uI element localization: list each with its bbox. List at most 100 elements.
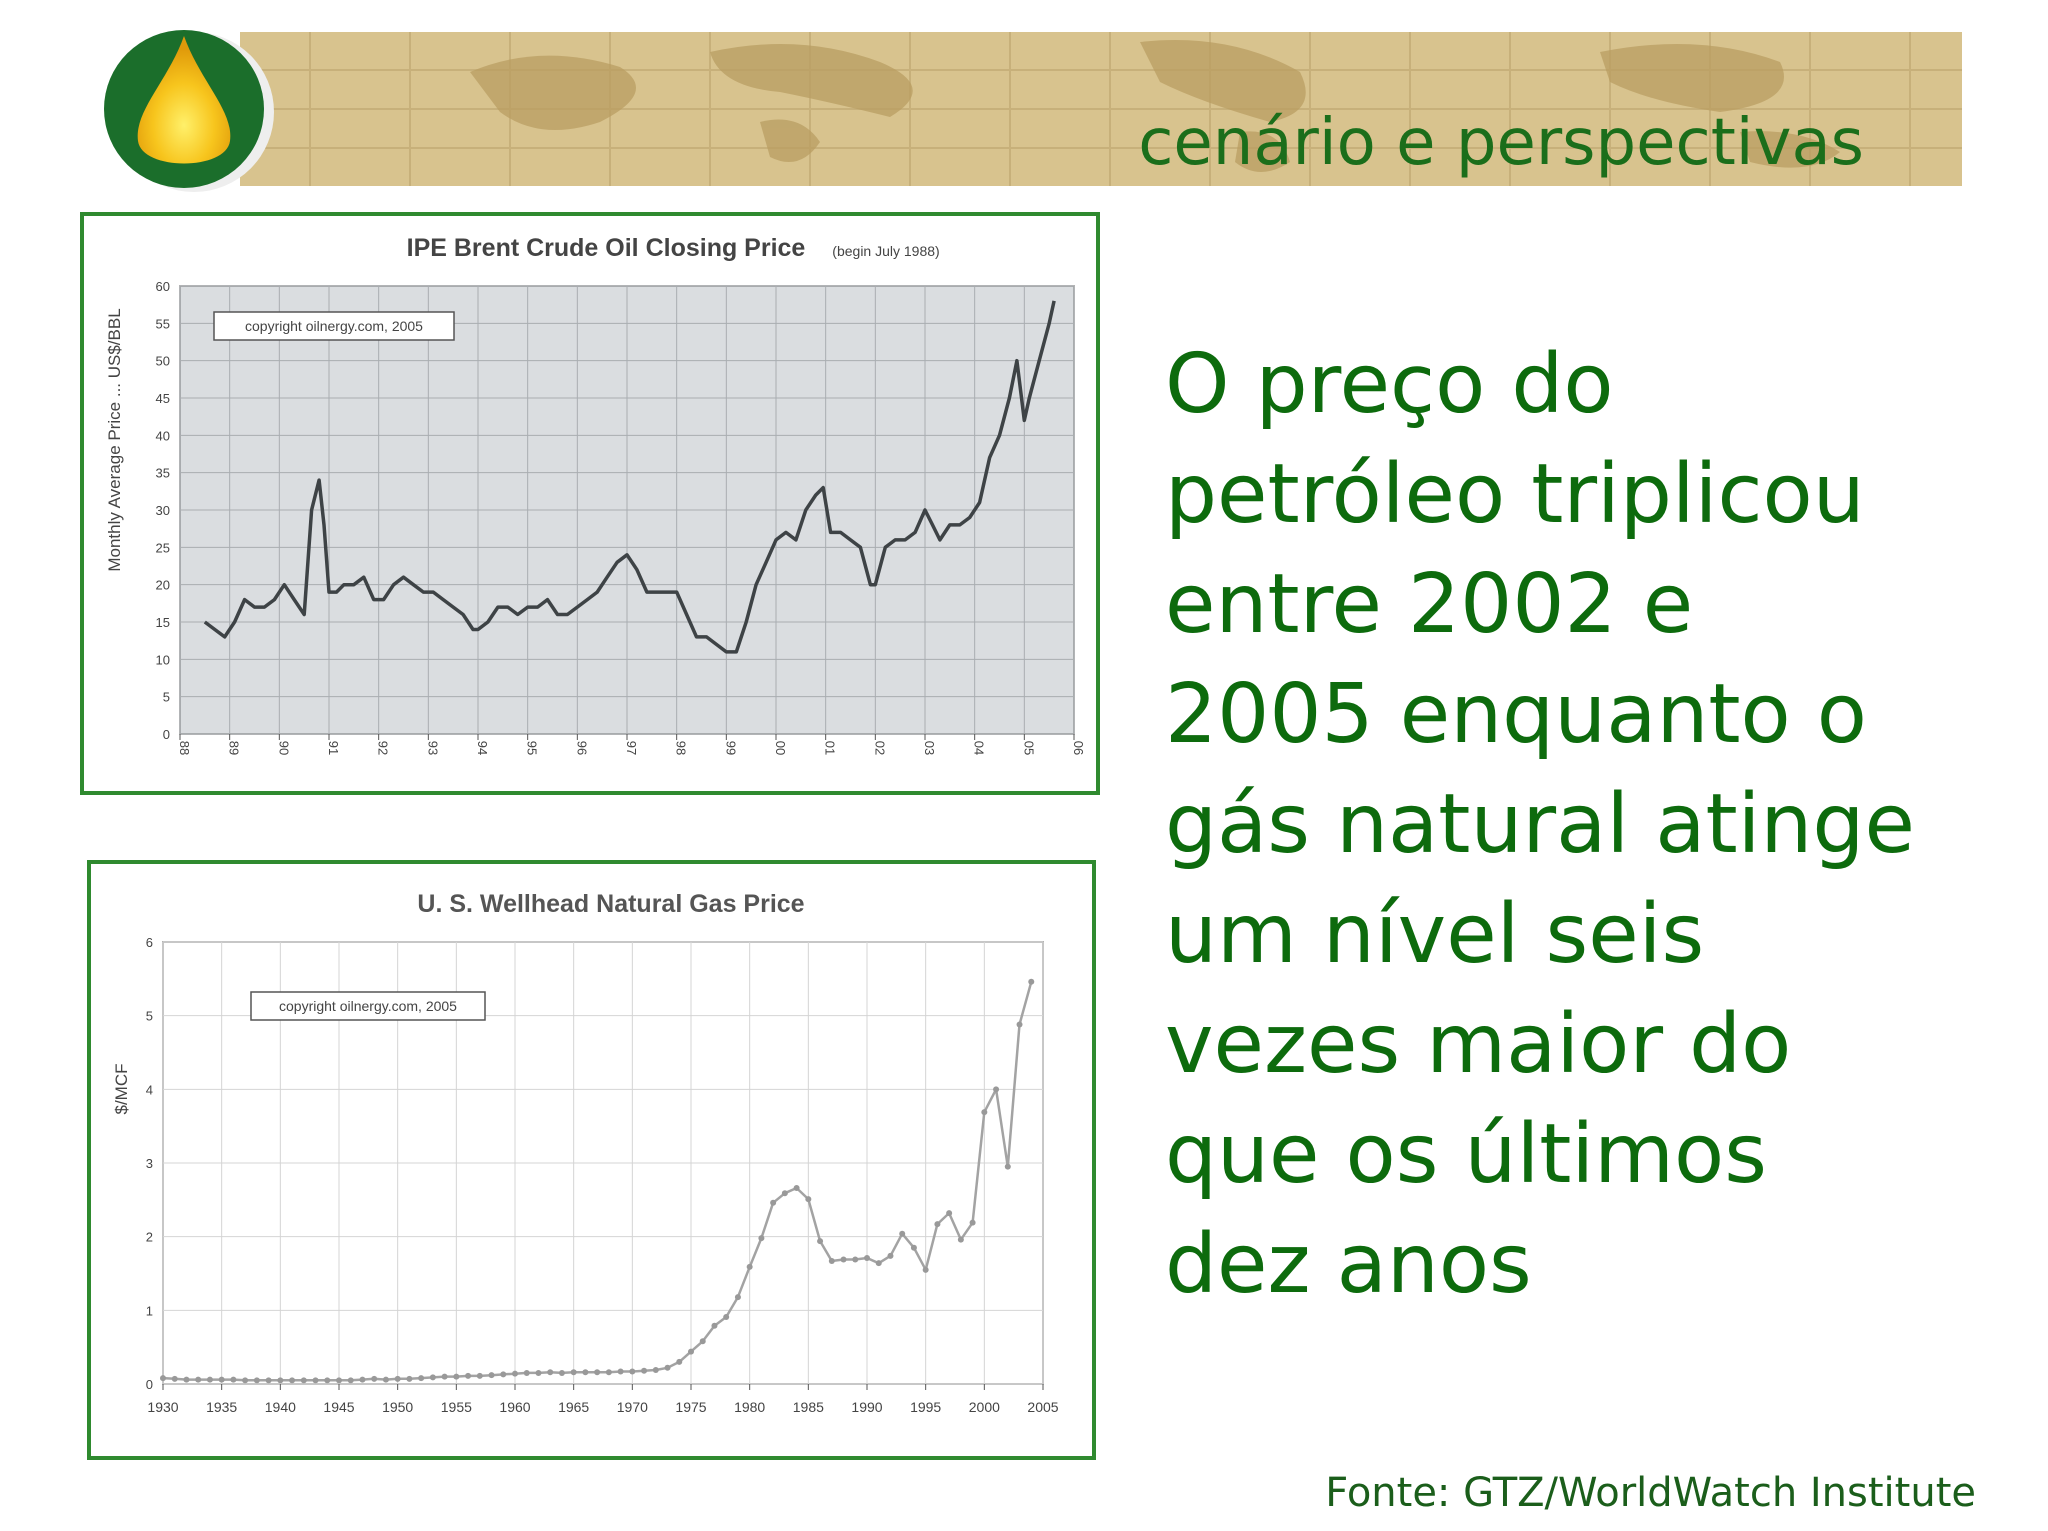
x-tick-label: 1980 [734,1399,765,1415]
x-tick-label: 94 [475,741,490,755]
data-point [300,1377,307,1384]
x-tick-label: 95 [525,741,540,755]
data-point [887,1252,894,1259]
chart-title: U. S. Wellhead Natural Gas Price [417,890,804,918]
data-point [382,1376,389,1383]
data-point [981,1109,988,1116]
y-tick-label: 5 [146,1009,153,1024]
x-tick-label: 2000 [969,1399,1000,1415]
y-axis-label: $/MCF [112,1064,131,1115]
data-point [664,1364,671,1371]
natural-gas-price-chart: U. S. Wellhead Natural Gas Price $/MCF 0… [87,860,1096,1460]
x-tick-label: 00 [773,741,788,755]
x-tick-label: 1935 [206,1399,237,1415]
y-tick-label: 45 [156,391,170,406]
section-subtitle: cenário e perspectivas [1138,106,1864,180]
data-point [406,1375,413,1382]
data-point [195,1376,202,1383]
data-point [512,1370,518,1377]
x-tick-label: 1930 [147,1399,178,1415]
y-tick-label: 6 [146,935,153,950]
copyright-annotation: copyright oilnergy.com, 2005 [250,991,486,1021]
data-point [864,1255,870,1262]
data-point [1004,1163,1011,1170]
y-tick-label: 2 [146,1230,153,1245]
data-point [910,1244,917,1251]
data-point [723,1313,730,1320]
data-point [993,1086,1000,1093]
data-point [828,1257,835,1264]
chart-title: IPE Brent Crude Oil Closing Price [407,234,806,262]
y-tick-label: 0 [163,727,170,742]
x-tick-label: 1950 [382,1399,413,1415]
data-point [265,1377,272,1384]
y-tick-label: 35 [156,466,170,481]
data-point [347,1377,354,1384]
x-tick-label: 06 [1071,741,1086,755]
annotation-text: copyright oilnergy.com, 2005 [279,998,457,1014]
data-point [746,1263,753,1270]
world-map-pattern [240,32,1962,186]
data-point [570,1369,577,1376]
data-point [734,1294,741,1301]
data-point [441,1373,448,1380]
x-tick-label: 1965 [558,1399,589,1415]
data-point [957,1236,964,1243]
data-point [922,1266,929,1273]
data-point [1028,978,1035,985]
y-tick-label: 15 [156,615,170,630]
y-tick-label: 55 [156,316,170,331]
x-tick-label: 1985 [793,1399,824,1415]
y-tick-label: 40 [156,428,170,443]
data-point [969,1219,976,1226]
data-point [676,1358,683,1365]
x-tick-label: 02 [872,741,887,755]
data-point [770,1199,777,1206]
data-point [711,1322,718,1329]
data-point [547,1369,554,1376]
data-point [324,1377,331,1384]
x-tick-label: 03 [922,741,937,755]
data-point [183,1376,190,1383]
annotation-box [250,991,486,1021]
y-tick-label: 25 [156,540,170,555]
header-banner: cenário e perspectivas [240,32,1962,186]
main-statement: O preço do petróleo triplicou entre 2002… [1165,337,1915,1312]
data-point [840,1256,847,1263]
data-point [206,1376,213,1383]
data-point [230,1376,237,1383]
annotation-box [213,311,455,341]
data-point [875,1260,882,1267]
data-point [641,1367,648,1374]
x-tick-label: 91 [326,741,341,755]
x-tick-label: 90 [276,741,291,755]
x-tick-label: 1960 [499,1399,530,1415]
data-point [805,1196,812,1203]
data-point [500,1371,507,1378]
data-point [605,1369,612,1376]
x-tick-label: 2005 [1027,1399,1058,1415]
y-tick-label: 1 [146,1303,153,1318]
data-point [253,1377,260,1384]
data-point [289,1377,296,1384]
y-tick-label: 3 [146,1156,153,1171]
data-point [336,1377,342,1384]
x-tick-label: 1940 [265,1399,296,1415]
x-tick-label: 1975 [675,1399,706,1415]
data-point [218,1376,225,1383]
data-point [535,1369,542,1376]
data-point [160,1375,166,1382]
x-tick-label: 04 [972,741,987,755]
data-point [312,1377,319,1384]
series-line [203,300,1056,654]
data-point [558,1369,565,1376]
data-point [688,1348,694,1355]
brent-oil-price-chart: IPE Brent Crude Oil Closing Price (begin… [80,212,1100,795]
data-point [277,1377,284,1384]
x-tick-label: 88 [177,741,192,755]
data-point [899,1230,906,1237]
data-point [582,1369,589,1376]
x-tick-label: 93 [425,741,440,755]
x-tick-label: 92 [376,741,391,755]
x-tick-label: 98 [674,741,689,755]
